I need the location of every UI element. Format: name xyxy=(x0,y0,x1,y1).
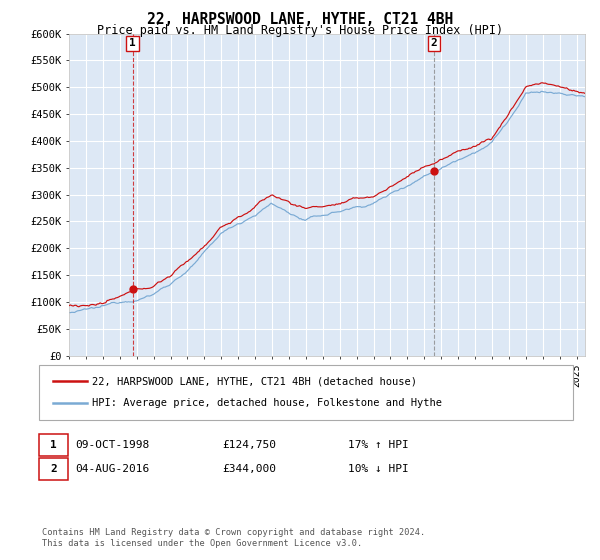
Text: 2: 2 xyxy=(50,464,57,474)
Text: 1: 1 xyxy=(129,39,136,48)
Text: 22, HARPSWOOD LANE, HYTHE, CT21 4BH (detached house): 22, HARPSWOOD LANE, HYTHE, CT21 4BH (det… xyxy=(92,376,417,386)
Text: 09-OCT-1998: 09-OCT-1998 xyxy=(75,440,149,450)
Text: £124,750: £124,750 xyxy=(222,440,276,450)
Text: 2: 2 xyxy=(430,39,437,48)
Text: £344,000: £344,000 xyxy=(222,464,276,474)
Text: 1: 1 xyxy=(50,440,57,450)
Text: 22, HARPSWOOD LANE, HYTHE, CT21 4BH: 22, HARPSWOOD LANE, HYTHE, CT21 4BH xyxy=(147,12,453,27)
Text: 10% ↓ HPI: 10% ↓ HPI xyxy=(348,464,409,474)
Text: Price paid vs. HM Land Registry's House Price Index (HPI): Price paid vs. HM Land Registry's House … xyxy=(97,24,503,36)
Text: HPI: Average price, detached house, Folkestone and Hythe: HPI: Average price, detached house, Folk… xyxy=(92,398,442,408)
Text: 17% ↑ HPI: 17% ↑ HPI xyxy=(348,440,409,450)
Text: 04-AUG-2016: 04-AUG-2016 xyxy=(75,464,149,474)
Text: Contains HM Land Registry data © Crown copyright and database right 2024.
This d: Contains HM Land Registry data © Crown c… xyxy=(42,528,425,548)
